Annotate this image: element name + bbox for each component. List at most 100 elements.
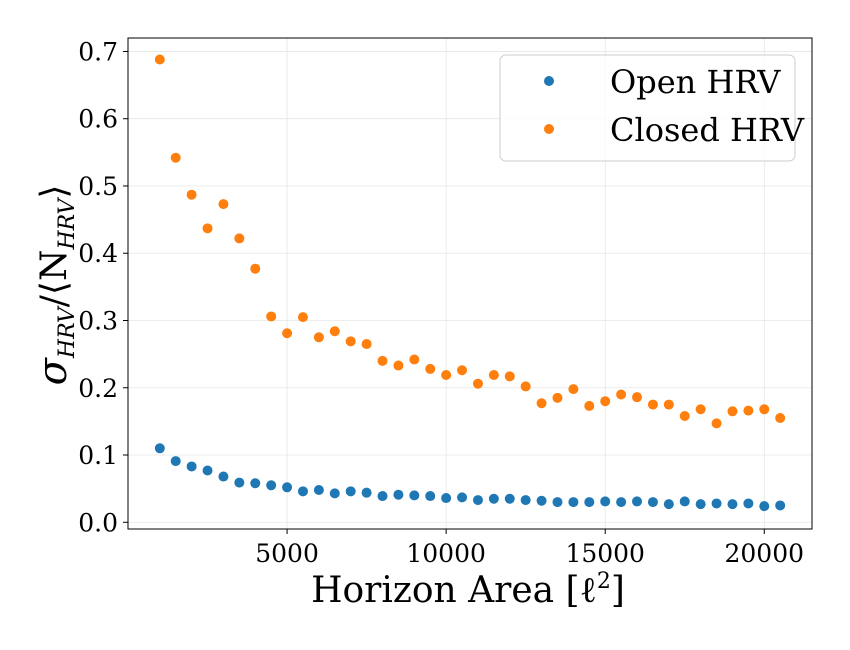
data-point (202, 465, 213, 476)
data-point (488, 493, 499, 504)
x-tick-label: 5000 (255, 539, 319, 568)
data-points (154, 54, 786, 512)
data-point (679, 411, 690, 422)
y-tick-label: 0.5 (78, 172, 118, 201)
data-point (282, 328, 293, 339)
data-point (202, 223, 213, 234)
data-point (488, 369, 499, 380)
data-point (313, 484, 324, 495)
legend-label-open-hrv: Open HRV (610, 63, 781, 101)
data-point (377, 355, 388, 366)
data-point (663, 399, 674, 410)
data-point (504, 371, 515, 382)
data-point (647, 497, 658, 508)
data-point (186, 461, 197, 472)
data-point (504, 493, 515, 504)
data-point (441, 369, 452, 380)
data-point (425, 491, 436, 502)
data-point (409, 490, 420, 501)
data-point (297, 312, 308, 323)
y-tick-label: 0.7 (78, 37, 118, 66)
data-point (616, 389, 627, 400)
data-point (552, 497, 563, 508)
data-point (600, 496, 611, 507)
data-point (345, 336, 356, 347)
data-point (647, 399, 658, 410)
x-axis: 5000 10000 15000 20000 (255, 529, 804, 568)
data-point (679, 496, 690, 507)
y-axis: 0.0 0.1 0.2 0.3 0.4 0.5 0.6 0.7 (78, 37, 128, 537)
legend-marker-closed-hrv (544, 124, 554, 134)
data-point (218, 199, 229, 210)
data-point (377, 491, 388, 502)
data-point (361, 339, 372, 350)
data-point (154, 54, 165, 65)
data-point (536, 398, 547, 409)
data-point (266, 311, 277, 322)
x-tick-label: 20000 (725, 539, 805, 568)
data-point (170, 456, 181, 467)
y-tick-label: 0.0 (78, 508, 118, 537)
data-point (600, 396, 611, 407)
data-point (584, 497, 595, 508)
data-point (663, 499, 674, 510)
data-point (552, 392, 563, 403)
data-point (568, 497, 579, 508)
legend-marker-open-hrv (544, 76, 554, 86)
x-tick-label: 10000 (406, 539, 486, 568)
data-point (425, 363, 436, 374)
data-point (329, 326, 340, 337)
data-point (282, 482, 293, 493)
legend-label-closed-hrv: Closed HRV (610, 111, 805, 149)
data-point (186, 189, 197, 200)
data-point (711, 418, 722, 429)
data-point (727, 406, 738, 417)
data-point (775, 413, 786, 424)
data-point (472, 495, 483, 506)
y-axis-label: σHRV/⟨NHRV⟩ (30, 185, 80, 386)
data-point (775, 500, 786, 511)
data-point (170, 152, 181, 163)
data-point (695, 499, 706, 510)
data-point (234, 477, 245, 488)
data-point (711, 498, 722, 509)
data-point (393, 489, 404, 500)
data-point (250, 263, 261, 274)
data-point (345, 486, 356, 497)
data-point (568, 384, 579, 395)
data-point (361, 487, 372, 498)
y-tick-label: 0.2 (78, 374, 118, 403)
y-tick-label: 0.1 (78, 441, 118, 470)
data-point (234, 233, 245, 244)
series-open-hrv (154, 443, 786, 512)
legend-box (499, 54, 796, 162)
data-point (520, 381, 531, 392)
data-point (313, 332, 324, 343)
data-point (472, 378, 483, 389)
data-point (759, 501, 770, 512)
data-point (536, 495, 547, 506)
legend: Open HRV Closed HRV (499, 54, 805, 162)
data-point (632, 392, 643, 403)
data-point (297, 486, 308, 497)
x-axis-label: Horizon Area [ℓ2] (311, 569, 625, 611)
data-point (584, 400, 595, 411)
data-point (329, 488, 340, 499)
x-tick-label: 15000 (565, 539, 645, 568)
series-closed-hrv (154, 54, 786, 429)
data-point (393, 360, 404, 371)
data-point (250, 478, 261, 489)
y-tick-label: 0.4 (78, 239, 118, 268)
data-point (218, 471, 229, 482)
data-point (632, 496, 643, 507)
data-point (616, 497, 627, 508)
data-point (457, 365, 468, 376)
y-tick-label: 0.3 (78, 306, 118, 335)
data-point (154, 443, 165, 454)
plot-frame (127, 37, 813, 530)
data-point (759, 404, 770, 415)
data-point (457, 492, 468, 503)
data-point (743, 405, 754, 416)
y-tick-label: 0.6 (78, 105, 118, 134)
